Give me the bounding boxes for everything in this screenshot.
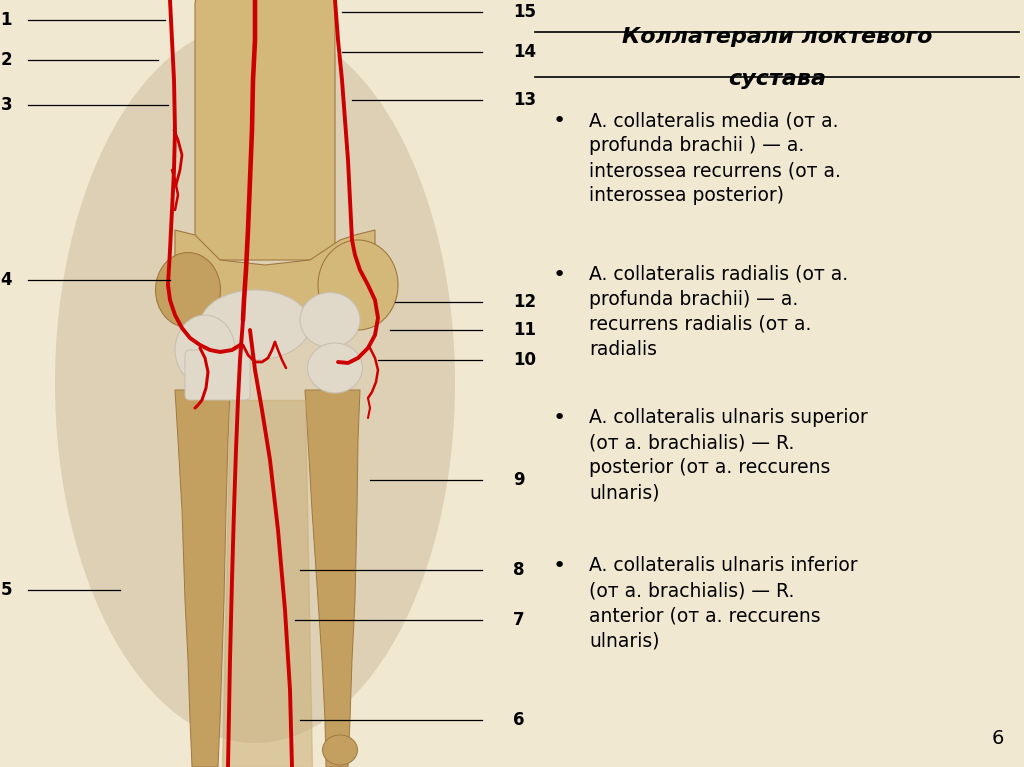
Text: 14: 14 xyxy=(513,43,537,61)
Ellipse shape xyxy=(55,23,455,743)
Polygon shape xyxy=(175,230,375,318)
Text: 4: 4 xyxy=(0,271,12,289)
Text: 11: 11 xyxy=(513,321,536,339)
Text: •: • xyxy=(553,556,566,576)
Text: 9: 9 xyxy=(513,471,524,489)
Text: 1: 1 xyxy=(0,11,12,29)
Ellipse shape xyxy=(307,343,362,393)
Text: •: • xyxy=(553,408,566,428)
Text: Коллатерали локтевого: Коллатерали локтевого xyxy=(622,27,932,47)
Text: 10: 10 xyxy=(513,351,536,369)
Ellipse shape xyxy=(175,315,234,385)
Polygon shape xyxy=(175,390,230,767)
Polygon shape xyxy=(305,390,360,767)
Text: A. collateralis ulnaris inferior
(от a. brachialis) — R.
anterior (от a. reccure: A. collateralis ulnaris inferior (от a. … xyxy=(589,556,858,650)
Text: 15: 15 xyxy=(513,3,536,21)
Ellipse shape xyxy=(323,735,357,765)
Ellipse shape xyxy=(200,290,310,360)
Text: 2: 2 xyxy=(0,51,12,69)
Text: 13: 13 xyxy=(513,91,537,109)
Text: A. collateralis media (от a.
profunda brachii ) — a.
interossea recurrens (от a.: A. collateralis media (от a. profunda br… xyxy=(589,111,841,206)
Ellipse shape xyxy=(318,240,398,330)
Ellipse shape xyxy=(300,292,360,347)
Text: A. collateralis radialis (от a.
profunda brachii) — a.
recurrens radialis (от a.: A. collateralis radialis (от a. profunda… xyxy=(589,265,849,359)
FancyBboxPatch shape xyxy=(195,0,335,260)
FancyBboxPatch shape xyxy=(185,350,250,400)
Text: 7: 7 xyxy=(513,611,524,629)
Text: •: • xyxy=(553,265,566,285)
Text: 3: 3 xyxy=(0,96,12,114)
Text: 8: 8 xyxy=(513,561,524,579)
Text: •: • xyxy=(553,111,566,131)
Text: сустава: сустава xyxy=(728,69,826,89)
Text: A. collateralis ulnaris superior
(от a. brachialis) — R.
posterior (от a. reccur: A. collateralis ulnaris superior (от a. … xyxy=(589,408,868,502)
Text: 5: 5 xyxy=(0,581,12,599)
Ellipse shape xyxy=(156,252,220,328)
Text: 6: 6 xyxy=(513,711,524,729)
Text: 12: 12 xyxy=(513,293,537,311)
Text: 6: 6 xyxy=(992,729,1005,748)
